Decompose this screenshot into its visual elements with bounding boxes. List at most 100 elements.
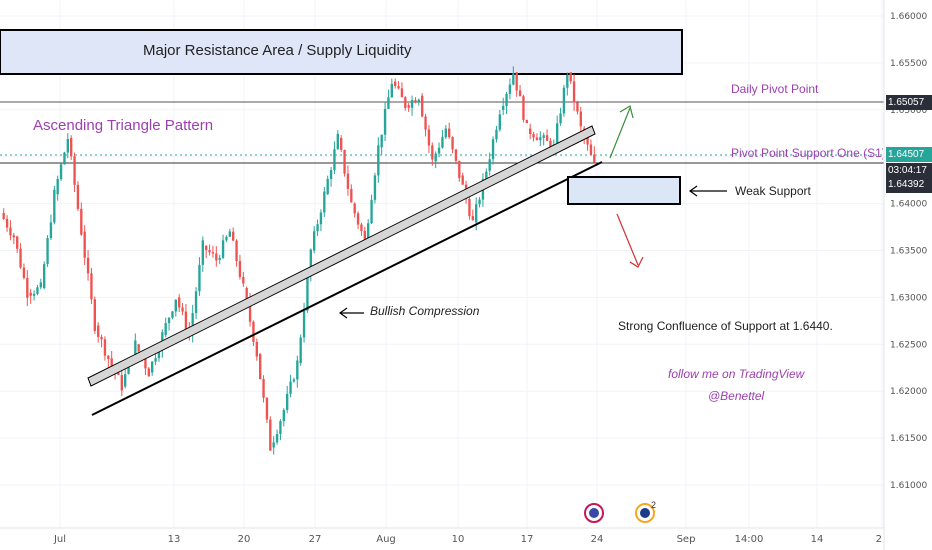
candle-body: [299, 337, 302, 364]
candle-body: [49, 222, 53, 239]
candle-body: [444, 128, 447, 138]
candle-body: [421, 95, 424, 117]
candle-body: [491, 139, 495, 160]
candle-body: [461, 175, 464, 185]
candle-body: [346, 173, 350, 189]
candle-body: [242, 276, 245, 284]
candle-body: [218, 257, 221, 260]
candle-body: [39, 282, 42, 288]
candle-body: [417, 99, 420, 103]
candle-body: [9, 227, 12, 236]
candle-body: [53, 189, 56, 223]
candle-body: [181, 307, 184, 312]
candle-body: [86, 257, 90, 274]
last-price-tag: [886, 163, 932, 193]
candle-body: [556, 123, 559, 148]
candle-body: [151, 361, 154, 373]
candle-body: [397, 86, 400, 89]
candle-body: [410, 100, 414, 108]
price-tick-label: 1.61500: [890, 434, 927, 444]
candle-body: [248, 300, 252, 322]
candle-body: [414, 100, 417, 103]
candle-body: [505, 93, 508, 107]
price-tick-label: 1.66000: [890, 12, 927, 22]
candle-body: [279, 421, 282, 435]
candle-body: [518, 90, 522, 97]
candle-body: [542, 135, 545, 138]
candle-body: [380, 134, 383, 148]
candle-body: [512, 73, 515, 85]
candle-body: [515, 72, 518, 91]
price-tick-label: 1.62500: [890, 340, 927, 350]
candle-body: [424, 116, 427, 130]
daily-pivot-label: Daily Pivot Point: [731, 82, 819, 96]
candle-body: [157, 349, 161, 359]
pivot-price-tag: [886, 95, 932, 110]
candle-body: [498, 114, 501, 130]
candle-body: [502, 106, 505, 110]
candle-body: [124, 374, 127, 387]
candle-body: [63, 152, 66, 165]
candle-body: [22, 267, 26, 278]
candle-body: [117, 372, 120, 376]
candle-body: [269, 419, 272, 451]
candle-body: [367, 223, 370, 242]
candle-body: [265, 397, 269, 420]
time-tick-label: 20: [238, 534, 251, 545]
candle-body: [83, 231, 86, 258]
candle-body: [441, 137, 444, 148]
candle-body: [292, 379, 296, 382]
candle-body: [255, 341, 258, 357]
last-price-value: 1.64392: [888, 179, 925, 190]
candle-body: [194, 291, 198, 314]
ascending-trendline: [91, 161, 603, 416]
candle-body: [289, 381, 292, 394]
compression-channel: [87, 125, 596, 387]
bearish-arrowhead: [629, 256, 644, 268]
candle-body: [232, 231, 235, 241]
candle-body: [407, 105, 410, 108]
candle-body: [437, 147, 441, 154]
candle-body: [579, 111, 582, 127]
support-price-value: 1.64507: [888, 149, 925, 160]
candle-body: [134, 340, 137, 360]
candle-body: [137, 344, 140, 352]
candle-body: [286, 393, 289, 410]
candle-body: [110, 358, 113, 366]
event-badge-count: 2: [651, 500, 657, 510]
candle-body: [2, 212, 5, 219]
candle-body: [562, 87, 566, 114]
price-tick-label: 1.62000: [890, 387, 927, 397]
candle-body: [12, 235, 15, 238]
candle-body: [329, 170, 333, 179]
follow-text: follow me on TradingView: [668, 367, 805, 381]
candle-body: [427, 129, 431, 146]
candle-body: [19, 248, 22, 268]
candle-body: [120, 375, 123, 391]
candle-body: [56, 178, 59, 195]
candle-body: [535, 137, 539, 141]
candle-body: [593, 154, 596, 163]
handle-text: @Benettel: [708, 389, 765, 403]
candle-body: [539, 137, 542, 141]
candle-body: [16, 236, 19, 249]
candle-body: [404, 97, 407, 108]
candle-body: [309, 249, 312, 276]
candle-body: [76, 184, 80, 209]
candle-body: [356, 213, 360, 225]
candle-body: [29, 292, 32, 296]
candle-body: [400, 88, 404, 98]
candle-body: [589, 144, 593, 155]
price-tick-label: 1.63500: [890, 247, 927, 257]
candle-body: [373, 175, 377, 200]
price-tick-label: 1.63000: [890, 293, 927, 303]
candle-body: [471, 216, 474, 221]
candle-body: [319, 212, 323, 225]
candle-body: [316, 224, 319, 232]
price-tick-label: 1.64000: [890, 200, 927, 210]
candle-body: [191, 313, 194, 335]
candle-body: [586, 137, 589, 145]
candle-body: [387, 97, 390, 109]
